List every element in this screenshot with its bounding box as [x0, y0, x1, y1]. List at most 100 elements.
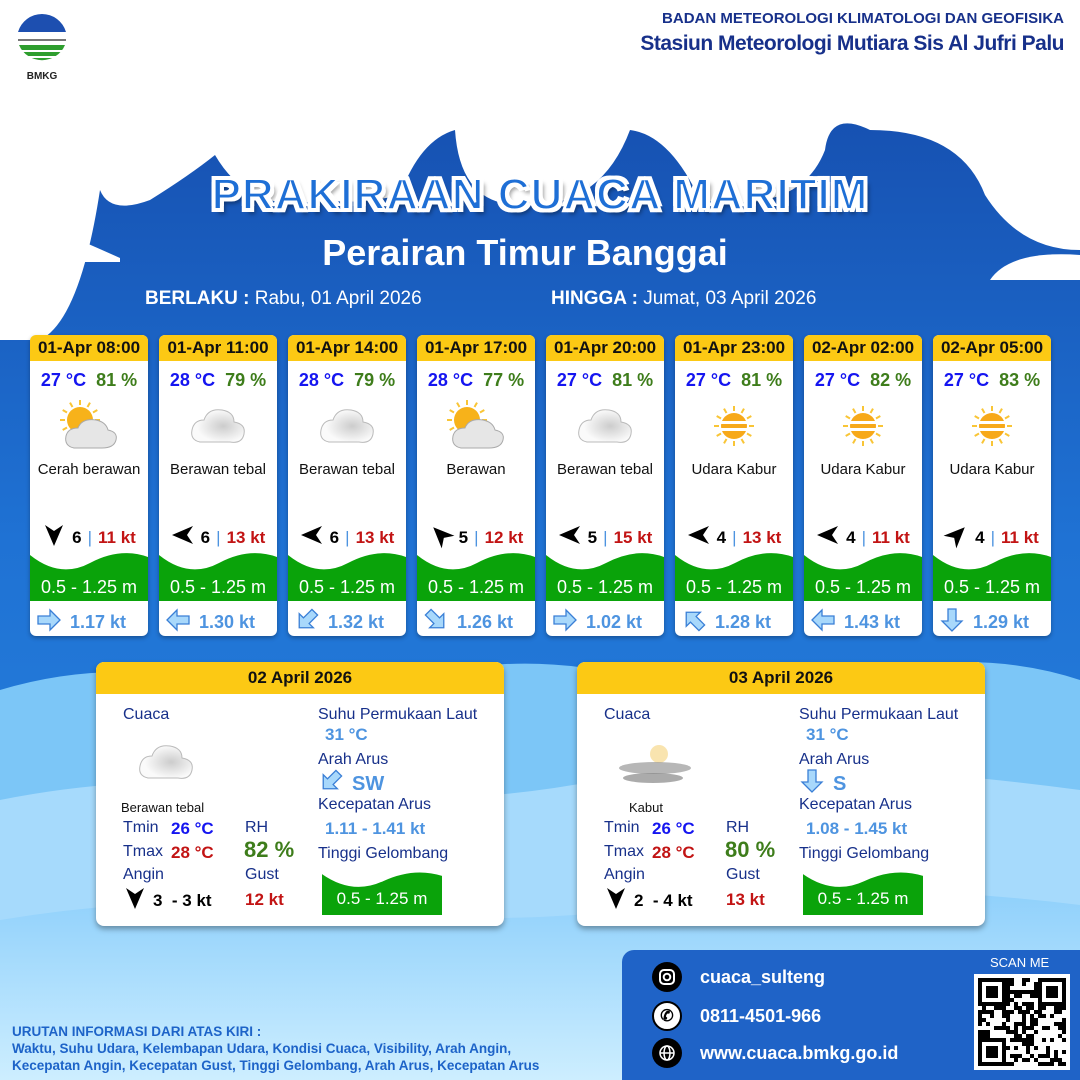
wind-label: Angin — [604, 866, 645, 883]
separator: | — [87, 527, 93, 547]
forecast-card: 01-Apr 14:00 28 °C 79 % Berawan tebal 6 |… — [288, 335, 406, 636]
air-temperature: 27 °C — [556, 370, 603, 390]
humidity: 79 % — [225, 370, 267, 390]
rh-value: 80 % — [725, 837, 776, 862]
valid-to: HINGGA : Jumat, 03 April 2026 — [551, 288, 816, 310]
sst-label: Suhu Permukaan Laut — [799, 706, 959, 723]
wind-direction-icon — [943, 523, 969, 552]
area-name: Perairan Timur Banggai — [322, 232, 728, 273]
wave-height-value: 0.5 - 1.25 m — [817, 889, 909, 908]
separator: | — [474, 527, 479, 547]
contact-panel: cuaca_sulteng ✆ 0811-4501-966 www.cuaca.b… — [622, 950, 1080, 1080]
air-temperature: 27 °C — [814, 370, 861, 390]
forecast-time: 01-Apr 14:00 — [288, 335, 406, 361]
tmin-label: Tmin — [604, 819, 640, 836]
info-line: Waktu, Suhu Udara, Kelembapan Udara, Kon… — [12, 1041, 512, 1056]
current-direction-icon — [36, 607, 62, 636]
current-direction-icon — [165, 607, 191, 636]
wave-height-value: 0.5 - 1.25 m — [169, 577, 267, 597]
valid-to-label: HINGGA : — [551, 288, 638, 309]
weather-label: Cuaca — [604, 706, 651, 723]
forecast-time: 01-Apr 20:00 — [546, 335, 664, 361]
current-direction-icon — [294, 607, 320, 636]
info-line: Kecepatan Angin, Kecepatan Gust, Tinggi … — [12, 1058, 540, 1073]
website-link[interactable]: www.cuaca.bmkg.go.id — [700, 1042, 899, 1063]
wave-height: 0.5 - 1.25 m — [417, 547, 535, 601]
valid-to-date: Jumat, 03 April 2026 — [643, 288, 817, 309]
globe-icon — [652, 1038, 682, 1068]
tmin-value: 26 °C — [171, 819, 214, 838]
gust-speed: 11 kt — [98, 527, 136, 547]
wave-height-value: 0.5 - 1.25 m — [40, 577, 138, 597]
instagram-row[interactable]: cuaca_sulteng — [652, 962, 825, 992]
current-speed: 1.26 kt — [457, 612, 514, 632]
sun-cloud-icon — [30, 391, 148, 461]
humidity: 81 % — [741, 370, 783, 390]
qr-code[interactable] — [974, 974, 1070, 1070]
valid-from-label: BERLAKU : — [145, 288, 250, 309]
weather-label: Cuaca — [123, 706, 170, 723]
wind-direction-icon — [171, 523, 195, 552]
agency-name: BADAN METEOROLOGI KLIMATOLOGI DAN GEOFIS… — [662, 10, 1064, 27]
forecast-card: 01-Apr 23:00 27 °C 81 % Udara Kabur 4 | 13… — [675, 335, 793, 636]
current-direction-icon — [423, 607, 449, 636]
wave-height: 0.5 - 1.25 m — [159, 547, 277, 601]
rh-label: RH — [245, 819, 269, 836]
phone-icon: ✆ — [652, 1001, 682, 1031]
weather-condition: Berawan — [446, 461, 506, 478]
forecast-card: 01-Apr 17:00 28 °C 77 % Berawan 5 | 12 kt … — [417, 335, 535, 636]
gust-speed: 13 kt — [226, 527, 266, 547]
forecast-time: 01-Apr 23:00 — [675, 335, 793, 361]
forecast-card: 02-Apr 02:00 27 °C 82 % Udara Kabur 4 | 11… — [804, 335, 922, 636]
humidity: 81 % — [612, 370, 654, 390]
cloud-icon — [136, 740, 196, 789]
fog-icon — [617, 740, 693, 795]
weather-condition: Udara Kabur — [820, 461, 906, 478]
air-temperature: 27 °C — [40, 370, 87, 390]
daily-date: 02 April 2026 — [96, 662, 504, 694]
wave-label: Tinggi Gelombang — [318, 845, 449, 862]
page-title: PRAKIRAAN CUACA MARITIM — [211, 169, 869, 220]
wave-height: 0.5 - 1.25 m — [546, 547, 664, 601]
current-speed: 1.32 kt — [328, 612, 385, 632]
current-direction-icon — [681, 607, 707, 636]
humidity: 77 % — [483, 370, 525, 390]
current-direction-label: Arah Arus — [799, 751, 870, 768]
forecast-card: 01-Apr 08:00 27 °C 81 % Cerah berawan 6 |… — [30, 335, 148, 636]
forecast-card: 02-Apr 05:00 27 °C 83 % Udara Kabur 4 | 11… — [933, 335, 1051, 636]
current-direction-icon — [799, 768, 825, 800]
logo-text: BMKG — [26, 71, 58, 82]
wind-direction-icon — [816, 523, 840, 552]
info-heading: URUTAN INFORMASI DARI ATAS KIRI : — [12, 1024, 262, 1039]
gust-speed: 12 kt — [484, 527, 524, 547]
gust-speed: 13 kt — [742, 527, 782, 547]
wind-speed: 4 — [716, 527, 727, 547]
air-temperature: 28 °C — [298, 370, 345, 390]
wind-direction-icon — [429, 523, 455, 552]
cloud-icon — [159, 391, 277, 461]
current-speed: 1.43 kt — [844, 612, 901, 632]
humidity: 81 % — [96, 370, 138, 390]
air-temperature: 27 °C — [943, 370, 990, 390]
phone-row[interactable]: ✆ 0811-4501-966 — [652, 1001, 821, 1031]
current-speed-value: 1.08 - 1.45 kt — [806, 819, 908, 838]
current-speed: 1.30 kt — [199, 612, 256, 632]
website-row[interactable]: www.cuaca.bmkg.go.id — [652, 1038, 898, 1068]
bmkg-logo-icon — [17, 13, 67, 64]
air-temperature: 28 °C — [427, 370, 474, 390]
forecast-time: 01-Apr 08:00 — [30, 335, 148, 361]
phone-number: 0811-4501-966 — [700, 1005, 822, 1026]
weather-condition: Kabut — [629, 800, 663, 815]
separator: | — [861, 527, 867, 547]
instagram-handle: cuaca_sulteng — [700, 966, 826, 987]
tmax-value: 28 °C — [652, 843, 695, 862]
wind-direction-icon — [300, 523, 324, 552]
wave-height: 0.5 - 1.25 m — [804, 547, 922, 601]
gust-label: Gust — [726, 866, 760, 883]
cloud-icon — [546, 391, 664, 461]
wind-speed: 5 — [458, 527, 469, 547]
station-name: Stasiun Meteorologi Mutiara Sis Al Jufri… — [640, 32, 1064, 55]
wave-height-value: 0.5 - 1.25 m — [298, 577, 396, 597]
valid-from-date: Rabu, 01 April 2026 — [254, 288, 422, 309]
gust-speed: 11 kt — [872, 527, 910, 547]
